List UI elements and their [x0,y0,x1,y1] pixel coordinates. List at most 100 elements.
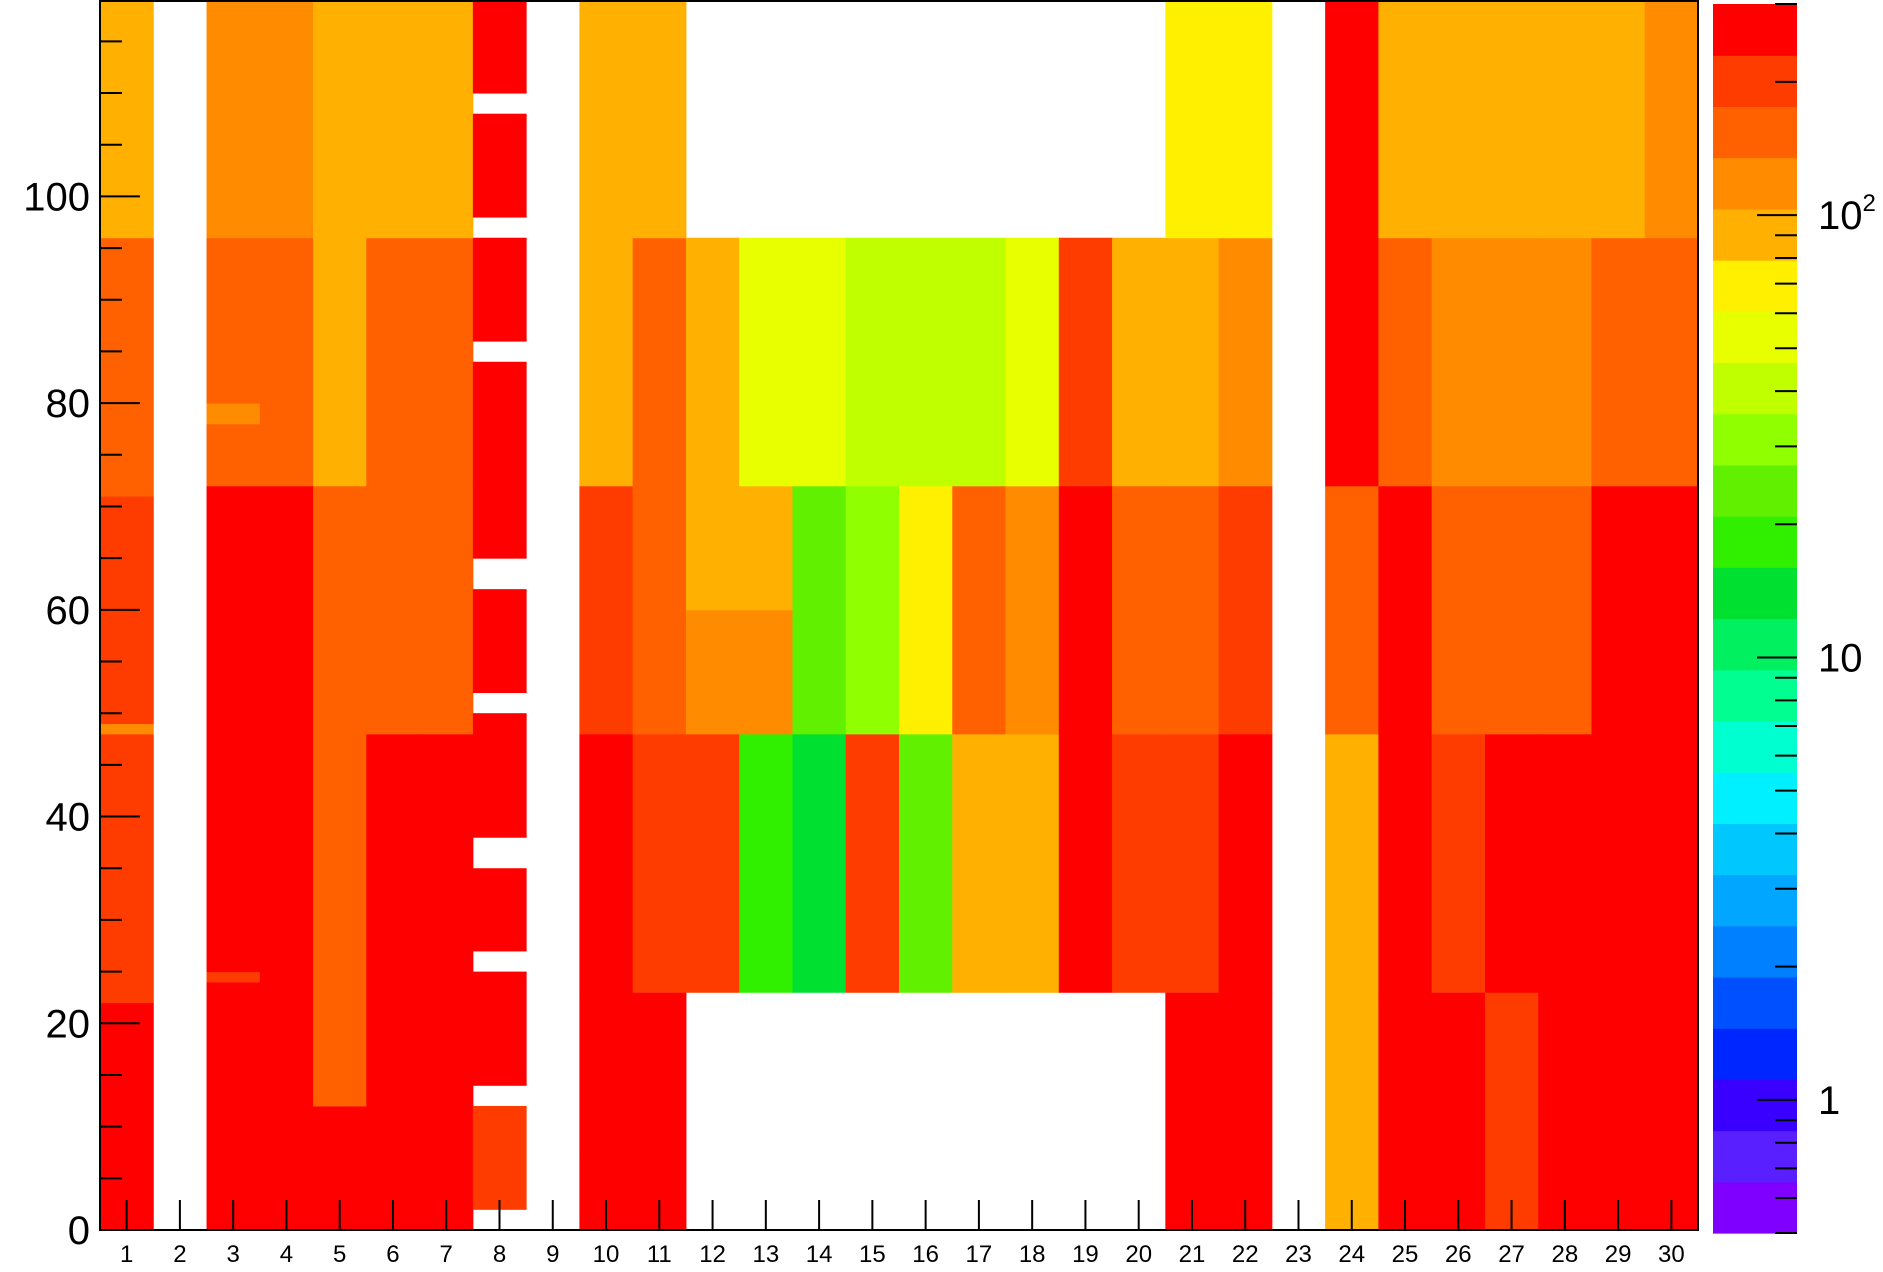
heatmap-cell [1431,0,1486,239]
heatmap-cell [206,237,261,404]
heatmap-cell [419,485,474,735]
heatmap-cell [259,485,314,611]
heatmap-cell [1058,485,1113,735]
colorbar-tick-label: 10 [1818,636,1863,680]
x-tick-label: 20 [1125,1241,1152,1268]
heatmap-cell [100,723,154,735]
heatmap-cell [579,485,634,735]
heatmap-cell [1218,733,1273,993]
heatmap-cell [1484,733,1539,993]
heatmap-cell [472,113,527,218]
heatmap-cell [1378,992,1433,1231]
heatmap-cell [1325,0,1379,239]
heatmap-cell [313,237,367,487]
heatmap-cell [579,733,634,993]
heatmap-cell [1005,485,1060,735]
heatmap-cell [1484,237,1539,487]
colorbar-band [1713,1130,1797,1183]
x-tick-label: 2 [173,1241,186,1268]
heatmap-cell [1644,237,1699,487]
heatmap-cell [366,237,421,487]
x-tick-label: 21 [1179,1241,1206,1268]
x-tick-label: 26 [1445,1241,1472,1268]
y-tick-label: 60 [46,589,91,633]
heatmap-cell [1112,733,1166,993]
heatmap-cell [739,237,793,487]
x-tick-label: 7 [440,1241,453,1268]
colorbar-tick-label: 1 [1818,1079,1840,1123]
heatmap-cell [472,361,527,559]
heatmap-cell [1218,992,1273,1231]
y-tick-label: 80 [46,382,91,426]
heatmap-cell [1325,237,1379,487]
colorbar-band [1713,618,1797,671]
colorbar-band [1713,1028,1797,1080]
heatmap-cell [1591,485,1646,735]
heatmap-cell [472,868,527,952]
heatmap-cell [1538,237,1592,487]
heatmap-cell [845,733,900,993]
heatmap-cell [1538,485,1592,735]
heatmap-cell [100,268,154,476]
heatmap-cell [1591,0,1646,239]
heatmap-cell [1431,733,1486,993]
heatmap-cell [259,909,314,983]
colorbar-band [1713,567,1797,620]
heatmap-cell [206,971,261,983]
heatmap-cell [739,733,793,993]
y-tick-label: 40 [46,796,91,840]
colorbar-band [1713,4,1797,56]
heatmap-cell [1484,992,1539,1231]
x-tick-label: 29 [1605,1241,1632,1268]
heatmap-cell [366,485,421,600]
heatmap-cell [1378,485,1433,735]
colorbar-band [1713,260,1797,312]
heatmap-cell [685,237,740,487]
x-tick-label: 30 [1658,1241,1685,1268]
heatmap-cell [472,0,527,94]
heatmap-cell [579,237,634,487]
colorbar-band [1713,106,1797,159]
heatmap-cell [1538,733,1592,993]
heatmap-cell [1058,733,1113,993]
x-tick-label: 11 [647,1241,672,1268]
heatmap-cell [419,733,474,993]
heatmap-cell [792,733,847,993]
heatmap-cell [952,733,1007,993]
heatmap-cell [313,992,367,1086]
colorbar-band [1713,772,1797,824]
heatmap-cell [1591,237,1646,487]
heatmap-cell [259,0,314,239]
heatmap-cell [1538,992,1592,1231]
heatmap-cell [899,485,953,735]
heatmap-cell [1591,733,1646,993]
x-tick-label: 5 [333,1241,346,1268]
x-tick-label: 19 [1072,1241,1099,1268]
heatmap-cell [632,0,687,239]
x-tick-label: 27 [1498,1241,1525,1268]
x-tick-label: 16 [912,1241,939,1268]
x-tick-label: 22 [1232,1241,1259,1268]
heatmap-cell [1378,237,1433,487]
heatmap-cell [206,0,261,239]
heatmap-cell [1431,485,1486,735]
x-tick-label: 17 [966,1241,993,1268]
y-axis-ticks: 0 20 40 60 80 100 [23,40,140,1253]
colorbar-band [1713,413,1797,466]
heatmap-cell [1484,485,1539,735]
heatmap-cell [1431,992,1486,1231]
heatmap-cell [472,971,527,1086]
heatmap-cell [1218,237,1273,487]
heatmap-cell [1005,733,1060,993]
heatmap-cell [366,733,421,993]
heatmap-cell [1591,992,1646,1231]
plot-frame [99,0,1699,1231]
heatmap-cell [845,237,900,487]
heatmap-cell [579,992,634,1159]
heatmap-cell [1218,0,1273,239]
colorbar-band [1713,464,1797,517]
heatmap-cell [632,733,687,993]
x-tick-label: 28 [1551,1241,1578,1268]
heatmap-cell [1112,237,1166,487]
